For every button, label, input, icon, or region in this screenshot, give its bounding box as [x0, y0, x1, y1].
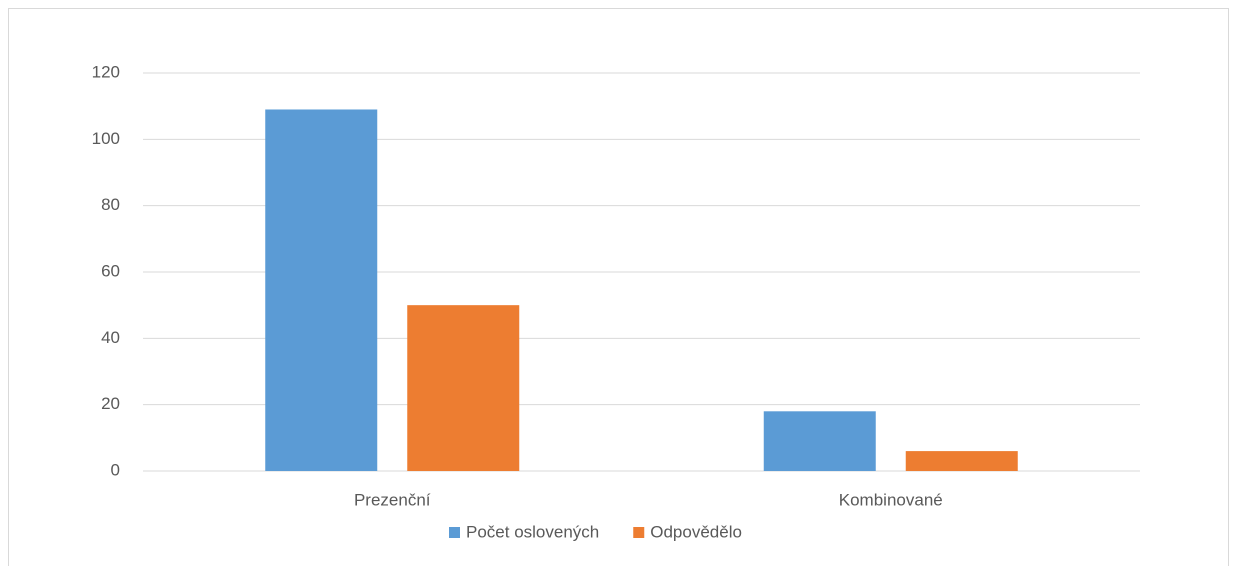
y-tick-label: 20: [101, 394, 120, 413]
bar: [407, 305, 520, 471]
y-tick-label: 100: [92, 129, 120, 148]
y-tick-label: 80: [101, 195, 120, 214]
chart-frame: [8, 8, 1229, 566]
x-tick-label: Prezenční: [354, 490, 431, 509]
legend-swatch: [449, 527, 460, 538]
y-tick-label: 120: [92, 62, 120, 81]
bar: [265, 109, 378, 471]
y-tick-label: 40: [101, 328, 120, 347]
bar: [905, 451, 1018, 471]
legend-label: Počet oslovených: [466, 522, 599, 541]
legend-swatch: [633, 527, 645, 538]
legend-label: Odpovědělo: [650, 522, 742, 541]
y-tick-label: 60: [101, 261, 120, 280]
x-tick-label: Kombinované: [839, 490, 943, 509]
bar: [763, 411, 876, 471]
y-tick-label: 0: [111, 460, 120, 479]
